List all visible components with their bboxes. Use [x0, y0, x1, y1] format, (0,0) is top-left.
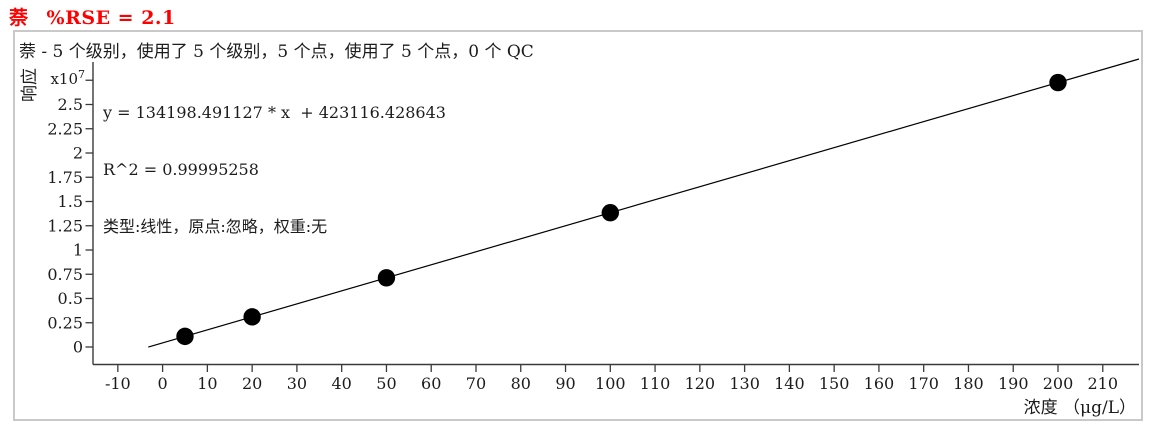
y-tick-label: 2.5 [58, 95, 83, 114]
analyte-name: 萘 [9, 7, 29, 29]
x-tick-label: 80 [511, 374, 531, 393]
y-tick-label: 2.25 [47, 119, 83, 138]
x-tick-label: 30 [287, 374, 307, 393]
x-tick-label: 150 [819, 374, 850, 393]
x-tick-label: 130 [729, 374, 760, 393]
calibration-point [601, 204, 619, 222]
calibration-point [176, 327, 194, 346]
x-tick-label: 20 [242, 374, 262, 393]
multiplier-exponent: 7 [78, 68, 85, 81]
x-tick-label: 200 [1043, 374, 1074, 393]
calibration-point [377, 269, 396, 287]
y-tick-label: 1.25 [47, 216, 83, 235]
x-tick-label: 180 [953, 374, 984, 393]
x-tick-label: 50 [376, 374, 396, 393]
rse-value: %RSE = 2.1 [46, 7, 176, 29]
x-tick-label: 120 [685, 374, 716, 393]
y-tick-label: 0 [73, 338, 83, 357]
x-tick-label: 140 [774, 374, 805, 393]
x-tick-label: 90 [555, 374, 575, 393]
x-tick-label: -10 [105, 374, 131, 393]
chart-area: 萘 - 5 个级别，使用了 5 个级别，5 个点，使用了 5 个点，0 个 QC… [13, 30, 1143, 421]
x-tick-label: 170 [908, 374, 939, 393]
y-axis-multiplier: x107 [41, 68, 85, 88]
multiplier-base: x10 [50, 70, 78, 88]
equation-line: y = 134198.491127 * x + 423116.428643 [103, 103, 446, 122]
curve-title: 萘 %RSE = 2.1 [9, 3, 176, 30]
y-tick-label: 2 [73, 144, 83, 163]
fit-equation-block: y = 134198.491127 * x + 423116.428643 R^… [103, 65, 446, 274]
x-tick-label: 210 [1087, 374, 1118, 393]
x-tick-label: 60 [421, 374, 441, 393]
y-tick-label: 1.75 [47, 168, 83, 187]
regression-line [148, 58, 1140, 348]
x-tick-label: 10 [197, 374, 217, 393]
x-tick-label: 70 [466, 374, 486, 393]
y-tick-label: 1.5 [58, 192, 83, 211]
x-tick-label: 160 [864, 374, 895, 393]
x-axis-title: 浓度 （μg/L） [1023, 398, 1136, 418]
calibration-plot: -10 0 10 20 30 40 50 60 70 80 90 100 110 120 130 140 150… [47, 58, 1140, 393]
y-tick-label: 1 [73, 241, 83, 260]
x-tick-label: 0 [158, 374, 168, 393]
chart-inner: 萘 - 5 个级别，使用了 5 个级别，5 个点，使用了 5 个点，0 个 QC… [15, 32, 1141, 419]
rsquared-line: R^2 = 0.99995258 [103, 160, 259, 179]
y-tick-label: 0.75 [47, 265, 83, 284]
y-tick-label: 0.25 [47, 313, 83, 332]
x-tick-label: 190 [998, 374, 1029, 393]
calibration-point [243, 308, 261, 326]
calibration-point [1049, 73, 1067, 92]
curve-summary: 萘 - 5 个级别，使用了 5 个级别，5 个点，使用了 5 个点，0 个 QC [19, 42, 534, 62]
y-tick-label: 0.5 [58, 289, 83, 308]
x-tick-label: 100 [595, 374, 626, 393]
x-tick-label: 40 [332, 374, 352, 393]
fit-settings-line: 类型:线性，原点:忽略，权重:无 [103, 217, 328, 236]
x-tick-label: 110 [640, 374, 671, 393]
